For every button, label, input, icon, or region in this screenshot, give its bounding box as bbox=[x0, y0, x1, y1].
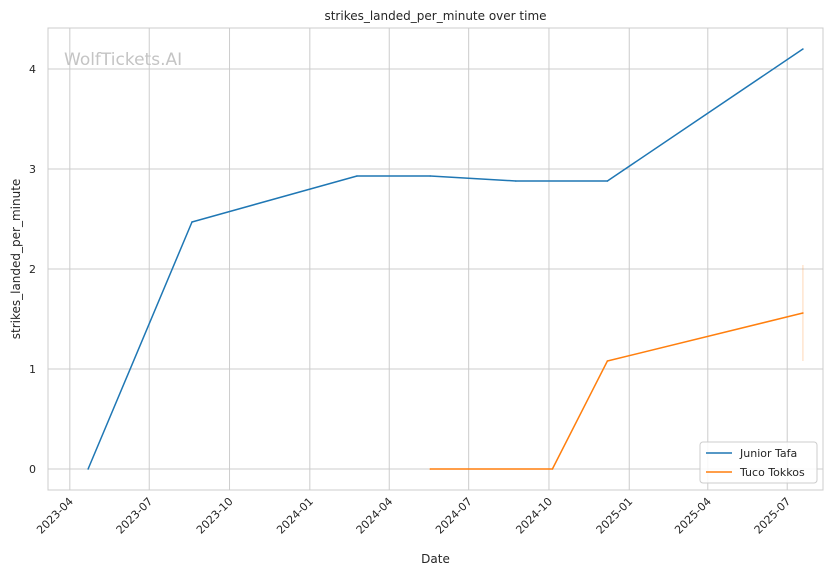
data-point-junior-tafa bbox=[802, 48, 804, 50]
legend: Junior Tafa Tuco Tokkos bbox=[699, 441, 818, 484]
data-point-junior-tafa bbox=[429, 175, 432, 177]
data-point-junior-tafa bbox=[514, 180, 517, 182]
watermark: WolfTickets.AI bbox=[64, 50, 182, 70]
legend-label-tuco-tokkos: Tuco Tokkos bbox=[739, 466, 805, 479]
y-tick-label: 0 bbox=[29, 463, 36, 476]
series-line-tuco-tokkos bbox=[430, 312, 804, 470]
data-point-tuco-tokkos bbox=[802, 312, 804, 314]
y-tick-label: 3 bbox=[29, 163, 36, 176]
series-layer bbox=[87, 48, 804, 470]
x-axis-label: Date bbox=[421, 552, 450, 566]
data-point-junior-tafa bbox=[87, 468, 89, 470]
y-tick-labels: 0 1 2 3 4 bbox=[29, 63, 36, 476]
y-tick-label: 1 bbox=[29, 363, 36, 376]
data-point-junior-tafa bbox=[191, 221, 193, 223]
plot-frame bbox=[47, 27, 824, 491]
data-point-tuco-tokkos bbox=[551, 468, 554, 470]
data-point-tuco-tokkos bbox=[429, 468, 432, 470]
chart-title: strikes_landed_per_minute over time bbox=[324, 9, 546, 23]
grid bbox=[48, 28, 823, 490]
data-point-junior-tafa bbox=[606, 180, 609, 182]
y-axis-label: strikes_landed_per_minute bbox=[9, 179, 23, 340]
y-tick-label: 2 bbox=[29, 263, 36, 276]
data-point-tuco-tokkos bbox=[606, 360, 609, 362]
y-tick-label: 4 bbox=[29, 63, 36, 76]
legend-label-junior-tafa: Junior Tafa bbox=[739, 447, 797, 460]
data-point-junior-tafa bbox=[356, 175, 358, 177]
